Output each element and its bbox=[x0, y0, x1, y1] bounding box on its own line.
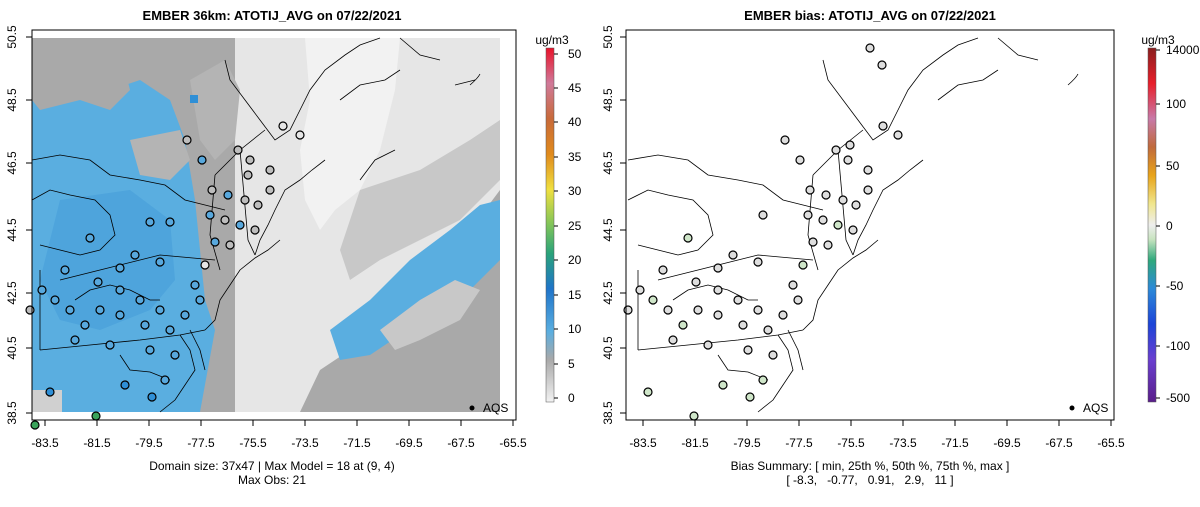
right-y-tick-label: 40.5 bbox=[601, 336, 615, 360]
right-x-axis: -83.5 -81.5 -79.5 -77.5 -75.5 -73.5 -71.… bbox=[629, 436, 1125, 450]
left-x-tick-label: -81.5 bbox=[83, 436, 111, 450]
left-map-boundaries bbox=[31, 37, 481, 413]
aqs-legend-marker bbox=[469, 405, 475, 411]
right-summary-line1: Bias Summary: [ min, 25th %, 50th %, 75t… bbox=[731, 459, 1010, 473]
left-colorbar: ug/m3 bbox=[535, 33, 581, 405]
left-y-tick-label: 40.5 bbox=[5, 336, 19, 360]
left-y-tick-label: 38.5 bbox=[5, 401, 19, 425]
left-y-tick-label: 50.5 bbox=[5, 25, 19, 49]
left-colorbar-units: ug/m3 bbox=[535, 33, 569, 47]
left-x-tick-label: -71.5 bbox=[343, 436, 371, 450]
right-colorbar-scale bbox=[1147, 47, 1157, 403]
right-y-tick-label: 46.5 bbox=[601, 151, 615, 175]
aqs-legend-marker bbox=[1069, 405, 1075, 411]
left-legend-label: AQS bbox=[483, 401, 508, 415]
right-map-title: EMBER bias: ATOTIJ_AVG on 07/22/2021 bbox=[744, 8, 996, 23]
right-x-tick-label: -83.5 bbox=[629, 436, 657, 450]
left-summary-line2: Max Obs: 21 bbox=[238, 473, 306, 487]
left-y-tick-label: 44.5 bbox=[5, 218, 19, 242]
right-y-tick-label: 48.5 bbox=[601, 88, 615, 112]
left-map-frame bbox=[31, 29, 517, 421]
right-x-tick-label: -77.5 bbox=[785, 436, 813, 450]
right-y-tick-label: 44.5 bbox=[601, 218, 615, 242]
right-colorbar-units: ug/m3 bbox=[1141, 33, 1175, 47]
right-y-tick-label: 42.5 bbox=[601, 281, 615, 305]
left-x-tick-label: -67.5 bbox=[447, 436, 475, 450]
right-colorbar-tick: 50 bbox=[1166, 159, 1180, 173]
right-summary-line2: [ -8.3, -0.77, 0.91, 2.9, 11 ] bbox=[786, 473, 953, 487]
right-x-tick-label: -73.5 bbox=[889, 436, 917, 450]
left-x-tick-label: -77.5 bbox=[187, 436, 215, 450]
right-map-frame bbox=[625, 29, 1115, 421]
right-legend: AQS bbox=[1069, 401, 1108, 415]
right-colorbar-tick: -100 bbox=[1166, 339, 1190, 353]
right-x-tick-label: -71.5 bbox=[941, 436, 969, 450]
right-colorbar: ug/m3 bbox=[1141, 33, 1199, 405]
left-colorbar-tick: 5 bbox=[568, 357, 575, 371]
right-y-axis: 38.5 40.5 42.5 44.5 46.5 48.5 50.5 bbox=[601, 25, 615, 425]
right-y-tick-label: 50.5 bbox=[601, 25, 615, 49]
left-x-tick-label: -75.5 bbox=[239, 436, 267, 450]
left-summary-line1: Domain size: 37x47 | Max Model = 18 at (… bbox=[149, 459, 395, 473]
left-colorbar-tick: 30 bbox=[568, 184, 582, 198]
left-aqs-sites bbox=[25, 121, 305, 430]
right-x-tick-label: -67.5 bbox=[1045, 436, 1073, 450]
left-x-tick-label: -69.5 bbox=[395, 436, 423, 450]
right-x-tick-label: -81.5 bbox=[681, 436, 709, 450]
left-legend: AQS bbox=[469, 401, 508, 415]
right-x-tick-label: -65.5 bbox=[1097, 436, 1125, 450]
left-x-tick-label: -83.5 bbox=[31, 436, 59, 450]
left-map-svg: EMBER 36km: ATOTIJ_AVG on 07/22/2021 bbox=[5, 8, 582, 487]
left-y-axis: 38.5 40.5 42.5 44.5 46.5 48.5 50.5 bbox=[5, 25, 19, 425]
left-x-axis: -83.5 -81.5 -79.5 -77.5 -75.5 -73.5 -71.… bbox=[31, 436, 527, 450]
right-aqs-sites bbox=[623, 43, 903, 421]
right-legend-label: AQS bbox=[1083, 401, 1108, 415]
left-y-tick-label: 42.5 bbox=[5, 281, 19, 305]
left-colorbar-tick: 25 bbox=[568, 219, 582, 233]
left-colorbar-scale bbox=[545, 47, 555, 403]
left-colorbar-tick: 10 bbox=[568, 322, 582, 336]
left-colorbar-tick: 50 bbox=[568, 47, 582, 61]
left-map-title: EMBER 36km: ATOTIJ_AVG on 07/22/2021 bbox=[143, 8, 402, 23]
right-colorbar-tick: -500 bbox=[1166, 391, 1190, 405]
right-map-svg: EMBER bias: ATOTIJ_AVG on 07/22/2021 bbox=[601, 8, 1200, 487]
left-x-tick-label: -79.5 bbox=[135, 436, 163, 450]
right-map-panel: EMBER bias: ATOTIJ_AVG on 07/22/2021 bbox=[600, 0, 1200, 502]
right-x-tick-label: -79.5 bbox=[733, 436, 761, 450]
right-x-tick-label: -69.5 bbox=[993, 436, 1021, 450]
left-colorbar-tick: 45 bbox=[568, 81, 582, 95]
left-x-tick-label: -65.5 bbox=[499, 436, 527, 450]
left-colorbar-tick: 40 bbox=[568, 115, 582, 129]
left-model-grid bbox=[32, 38, 500, 412]
right-map-boundaries bbox=[627, 37, 1079, 413]
left-colorbar-tick: 20 bbox=[568, 253, 582, 267]
left-colorbar-tick: 0 bbox=[568, 391, 575, 405]
left-y-tick-label: 48.5 bbox=[5, 88, 19, 112]
right-y-tick-label: 38.5 bbox=[601, 401, 615, 425]
left-colorbar-tick: 15 bbox=[568, 288, 582, 302]
right-x-tick-label: -75.5 bbox=[837, 436, 865, 450]
right-colorbar-tick: 14000 bbox=[1166, 43, 1200, 57]
right-colorbar-tick: -50 bbox=[1166, 279, 1184, 293]
left-map-panel: EMBER 36km: ATOTIJ_AVG on 07/22/2021 bbox=[0, 0, 600, 502]
right-colorbar-tick: 100 bbox=[1166, 97, 1186, 111]
left-colorbar-tick: 35 bbox=[568, 150, 582, 164]
left-x-tick-label: -73.5 bbox=[291, 436, 319, 450]
left-y-tick-label: 46.5 bbox=[5, 151, 19, 175]
right-colorbar-tick: 0 bbox=[1166, 219, 1173, 233]
